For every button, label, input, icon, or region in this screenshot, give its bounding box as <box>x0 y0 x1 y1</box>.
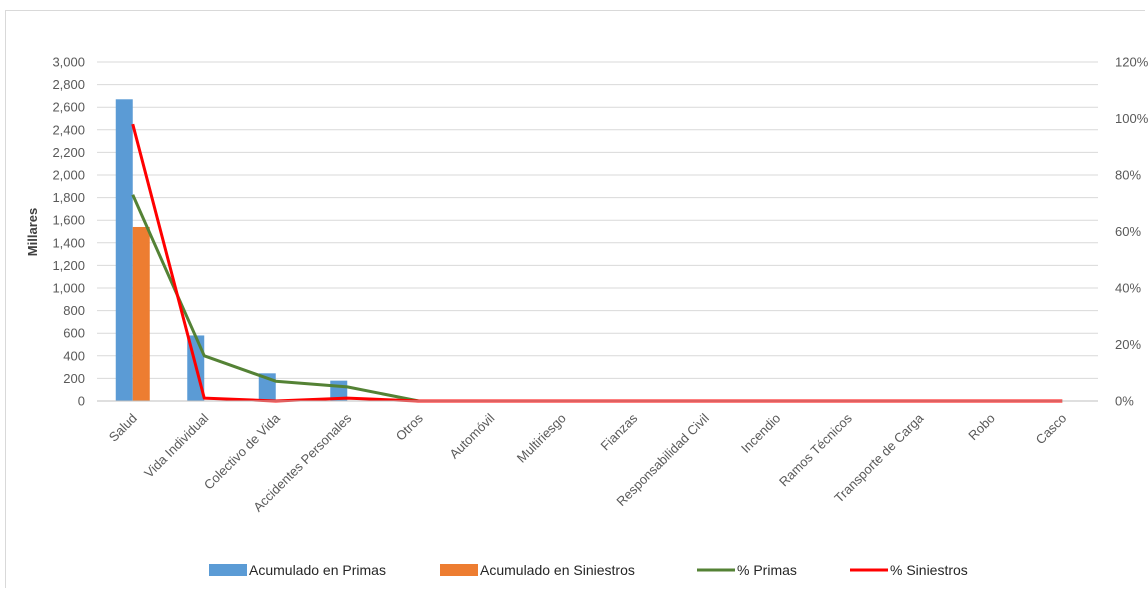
x-tick-label: Multiriesgo <box>514 411 569 466</box>
y-tick-label: 0 <box>78 394 85 409</box>
bar <box>115 99 133 401</box>
y2-tick-label: 40% <box>1115 281 1141 296</box>
y2-tick-label: 0% <box>1115 394 1134 409</box>
y-tick-label: 2,000 <box>52 168 85 183</box>
y-tick-label: 200 <box>63 371 85 386</box>
legend-label: Acumulado en Siniestros <box>480 562 635 578</box>
y-tick-label: 400 <box>63 348 85 363</box>
x-tick-label: Incendio <box>738 411 783 456</box>
legend-label: % Primas <box>737 562 797 578</box>
y-tick-label: 2,800 <box>52 77 85 92</box>
x-tick-label: Vida Individual <box>141 410 211 480</box>
chart-frame <box>5 10 1145 588</box>
x-tick-label: Automóvil <box>446 410 497 461</box>
legend-label: % Siniestros <box>890 562 968 578</box>
gridlines <box>97 61 1098 379</box>
y2-tick-label: 100% <box>1115 111 1148 126</box>
y-tick-label: 3,000 <box>52 55 85 70</box>
x-tick-label: Salud <box>106 411 140 445</box>
x-tick-label: Otros <box>393 410 426 443</box>
y-tick-label: 600 <box>63 326 85 341</box>
y-tick-label: 800 <box>63 303 85 318</box>
y-tick-label: 1,600 <box>52 213 85 228</box>
legend-swatch <box>440 564 478 576</box>
legend-swatch <box>209 564 247 576</box>
x-tick-label: Ramos Técnicos <box>776 410 855 489</box>
y-tick-label: 1,200 <box>52 258 85 273</box>
y-tick-label: 2,600 <box>52 100 85 115</box>
bar <box>132 226 150 401</box>
x-tick-label: Colectivo de Vida <box>201 410 284 493</box>
lines <box>131 123 1063 403</box>
legend: Acumulado en Primas Acumulado en Siniestr… <box>209 562 968 578</box>
series-line <box>131 194 1063 403</box>
axes: 0 200 400 600 800 1,000 1,200 1,400 1,600 1,800 2,… <box>52 55 1148 515</box>
y-tick-label: 2,200 <box>52 145 85 160</box>
y2-tick-label: 120% <box>1115 55 1148 70</box>
y-tick-label: 1,000 <box>52 281 85 296</box>
y-tick-label: 1,800 <box>52 190 85 205</box>
y-tick-label: 2,400 <box>52 122 85 137</box>
y-axis-title: Millares <box>25 208 40 256</box>
x-tick-label: Casco <box>1033 411 1070 448</box>
series-line <box>131 123 1063 403</box>
legend-label: Acumulado en Primas <box>249 562 386 578</box>
y2-tick-label: 60% <box>1115 224 1141 239</box>
y2-tick-label: 20% <box>1115 337 1141 352</box>
x-tick-label: Robo <box>965 411 998 444</box>
x-tick-label: Fianzas <box>598 410 641 453</box>
y2-tick-label: 80% <box>1115 168 1141 183</box>
y-tick-label: 1,400 <box>52 235 85 250</box>
